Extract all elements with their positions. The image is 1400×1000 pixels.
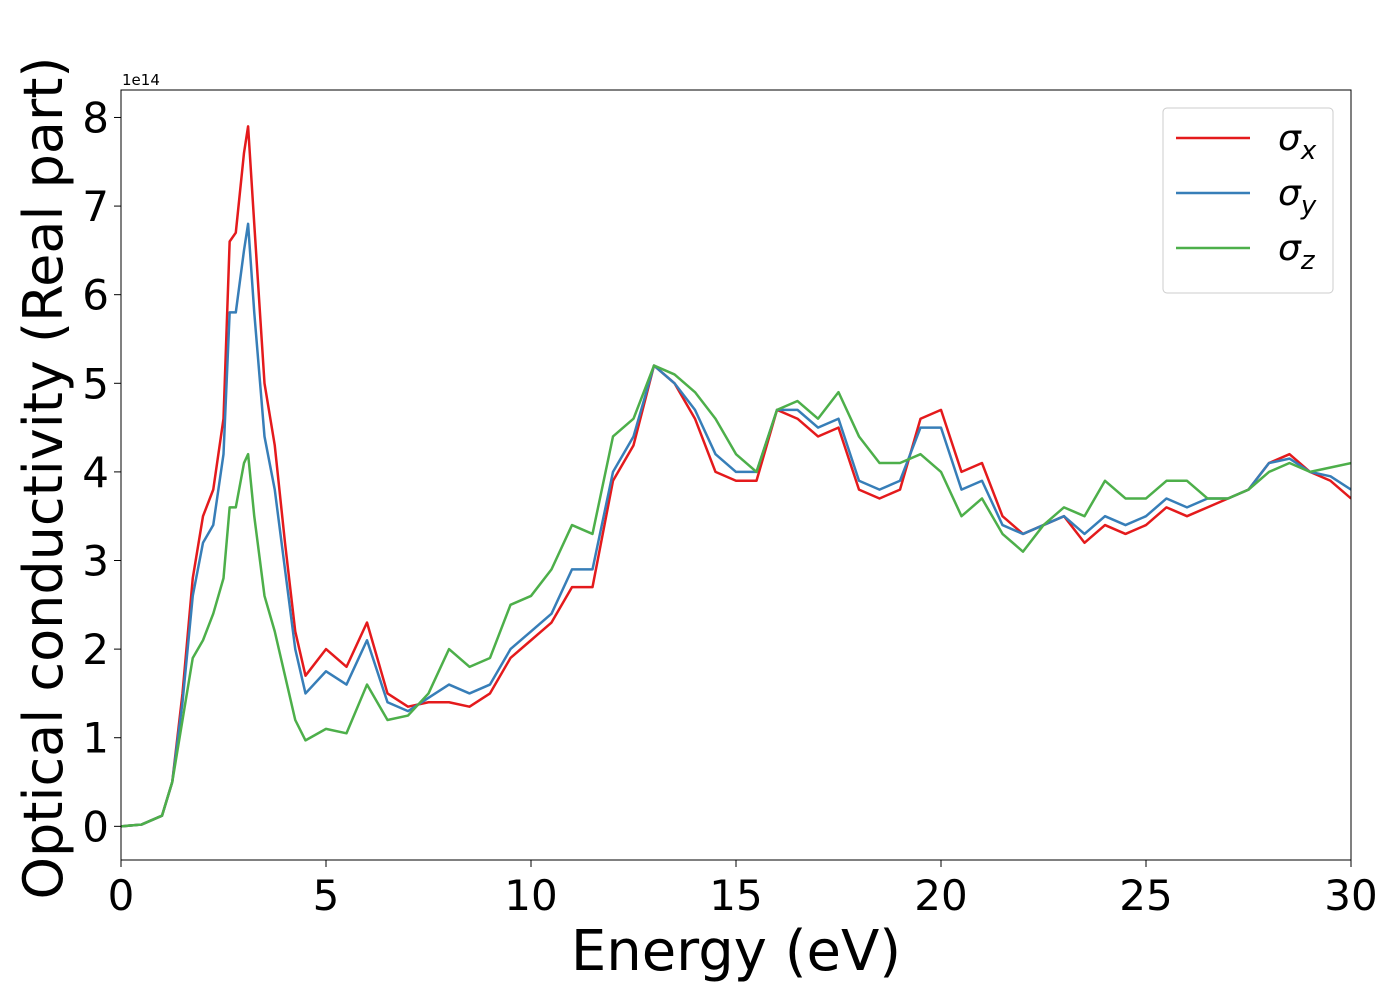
offset-label: 1e14 <box>122 71 160 89</box>
y-tick-label: 5 <box>82 359 109 408</box>
x-tick-label: 0 <box>108 871 135 920</box>
x-tick-label: 10 <box>504 871 557 920</box>
y-tick-label: 4 <box>82 448 109 497</box>
y-tick-label: 0 <box>82 802 109 851</box>
x-tick-label: 20 <box>914 871 967 920</box>
plot-lines <box>121 125 1351 828</box>
line-series <box>121 364 1351 828</box>
x-tick-label: 5 <box>313 871 340 920</box>
y-tick-label: 7 <box>82 182 109 231</box>
x-axis-label: Energy (eV) <box>571 919 901 984</box>
x-tick-label: 30 <box>1324 871 1377 920</box>
y-tick-label: 1 <box>82 714 109 763</box>
line-series <box>121 222 1351 828</box>
plot-frame <box>120 89 1352 861</box>
y-tick-label: 6 <box>82 271 109 320</box>
y-tick-label: 2 <box>82 625 109 674</box>
x-tick-label: 25 <box>1119 871 1172 920</box>
x-tick-label: 15 <box>709 871 762 920</box>
y-axis-label: Optical conductivity (Real part) <box>12 57 75 900</box>
y-tick-label: 8 <box>82 93 109 142</box>
y-tick-label: 3 <box>82 537 109 586</box>
